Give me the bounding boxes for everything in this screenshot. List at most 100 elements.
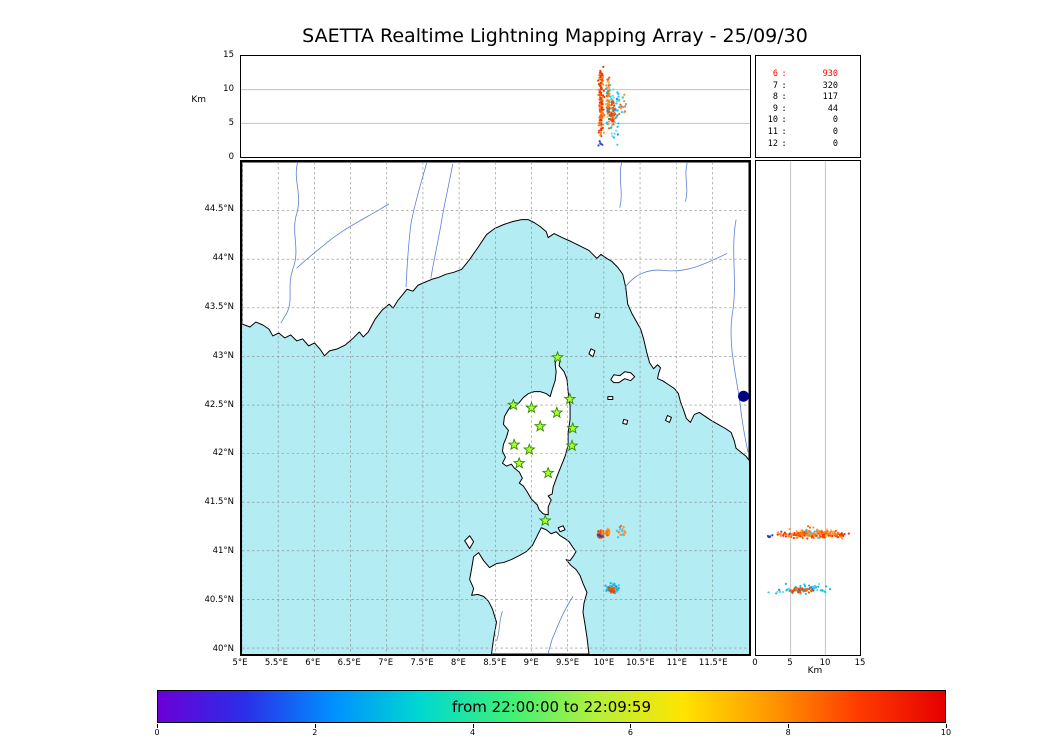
lightning-point [807,525,810,528]
lightning-point [612,88,615,91]
lightning-point [824,530,827,533]
lightning-point [599,119,602,122]
lightning-point [599,535,602,538]
lightning-point [605,588,608,592]
lightning-point [618,106,621,109]
lightning-point [617,587,620,590]
lightning-point [781,590,785,594]
lightning-point [805,534,808,537]
station-count-n: 12 [767,138,778,149]
lightning-point [605,84,608,87]
station-count-row: 6: 930 [762,69,860,81]
lightning-point [617,95,620,98]
lightning-point [779,534,783,537]
lat-tick-label: 43°N [212,350,234,361]
latitude-altitude-canvas [766,161,850,655]
lon-tick-label: 7°E [378,658,394,668]
lightning-point [839,535,843,538]
station-count-row: 7: 320 [762,81,860,93]
lightning-point [813,586,816,589]
lightning-point [812,536,815,539]
lat-tick-label: 42°N [212,448,234,459]
lightning-point [599,71,602,74]
lightning-point [807,584,811,587]
lon-tick-label: 11°E [666,658,688,668]
lat-tick-label: 43.5°N [204,301,234,312]
lightning-point [780,530,783,533]
alt-tick-label: 5 [228,118,234,128]
colorbar-tick [946,724,947,728]
station-marker [550,405,564,419]
map-gridlines [242,162,749,654]
river-roya [430,163,454,279]
lightning-point [599,142,602,145]
station-count-row: 9: 44 [762,104,860,116]
lightning-point [788,528,791,531]
station-count-row: 11: 0 [762,127,860,139]
station-count-colon: : [781,126,787,137]
lightning-point [605,121,608,124]
lightning-point [795,536,798,539]
lightning-point [600,106,603,109]
station-count-colon: : [781,92,787,103]
lightning-point [609,587,612,590]
lightning-point [771,534,774,537]
lightning-point [611,94,614,97]
colorbar-tick [472,724,474,728]
lon-tick-label: 5.5°E [264,658,288,668]
lightning-point [778,588,781,591]
lightning-point [623,100,626,103]
station-marker [551,350,564,363]
station-stats-panel: 6: 930 7: 320 8: 117 9: 44 10: 0 11: 0 12: 0 [755,55,861,158]
lightning-point [776,590,779,593]
altitude-panel [240,55,751,158]
lightning-point [608,117,611,121]
lightning-point [612,110,615,113]
lightning-point [602,89,605,92]
lightning-point [768,536,771,539]
lightning-point [817,536,820,539]
lightning-point [807,591,810,594]
lightning-point [615,102,618,105]
river-po-tributary-2 [684,162,688,202]
lightning-point [813,530,816,533]
lightning-point [829,529,833,532]
lon-tick-label: 9°E [523,658,539,668]
lightning-point [604,532,608,535]
lightning-point [801,531,805,534]
lightning-points-altitude [597,65,628,147]
station-marker [563,392,577,405]
station-count-colon: : [781,69,787,79]
lightning-point [804,592,807,596]
latitude-altitude-gridlines [790,161,826,655]
lightning-point [825,534,828,537]
lightning-point [604,87,608,90]
lon-tick-label: 6.5°E [337,658,361,668]
lightning-point [808,526,812,529]
lightning-point [606,529,609,532]
lightning-point [612,583,615,586]
lightning-point [775,592,778,595]
lon-tick-label: 11.5°E [698,658,728,668]
river-var [405,162,428,288]
lightning-point [607,78,610,81]
lightning-point [613,104,616,107]
station-count-n: 7 [772,80,778,91]
river-tiber [730,219,749,453]
lightning-point [609,95,612,98]
lightning-point [806,530,809,533]
colorbar-label: from 22:00:00 to 22:09:59 [451,698,651,716]
lightning-point [805,589,808,592]
lightning-point [610,102,614,105]
lightning-point [805,528,808,531]
lightning-point [616,536,620,539]
lightning-point [819,535,822,538]
coastline-corsica [501,355,571,516]
colorbar-tick [630,724,632,728]
lightning-point [608,84,611,87]
lightning-point [618,98,621,101]
lon-tick-label: 5°E [232,658,248,668]
lightning-point [797,591,800,594]
latitude-altitude-panel [755,160,861,656]
lightning-point [613,112,616,115]
